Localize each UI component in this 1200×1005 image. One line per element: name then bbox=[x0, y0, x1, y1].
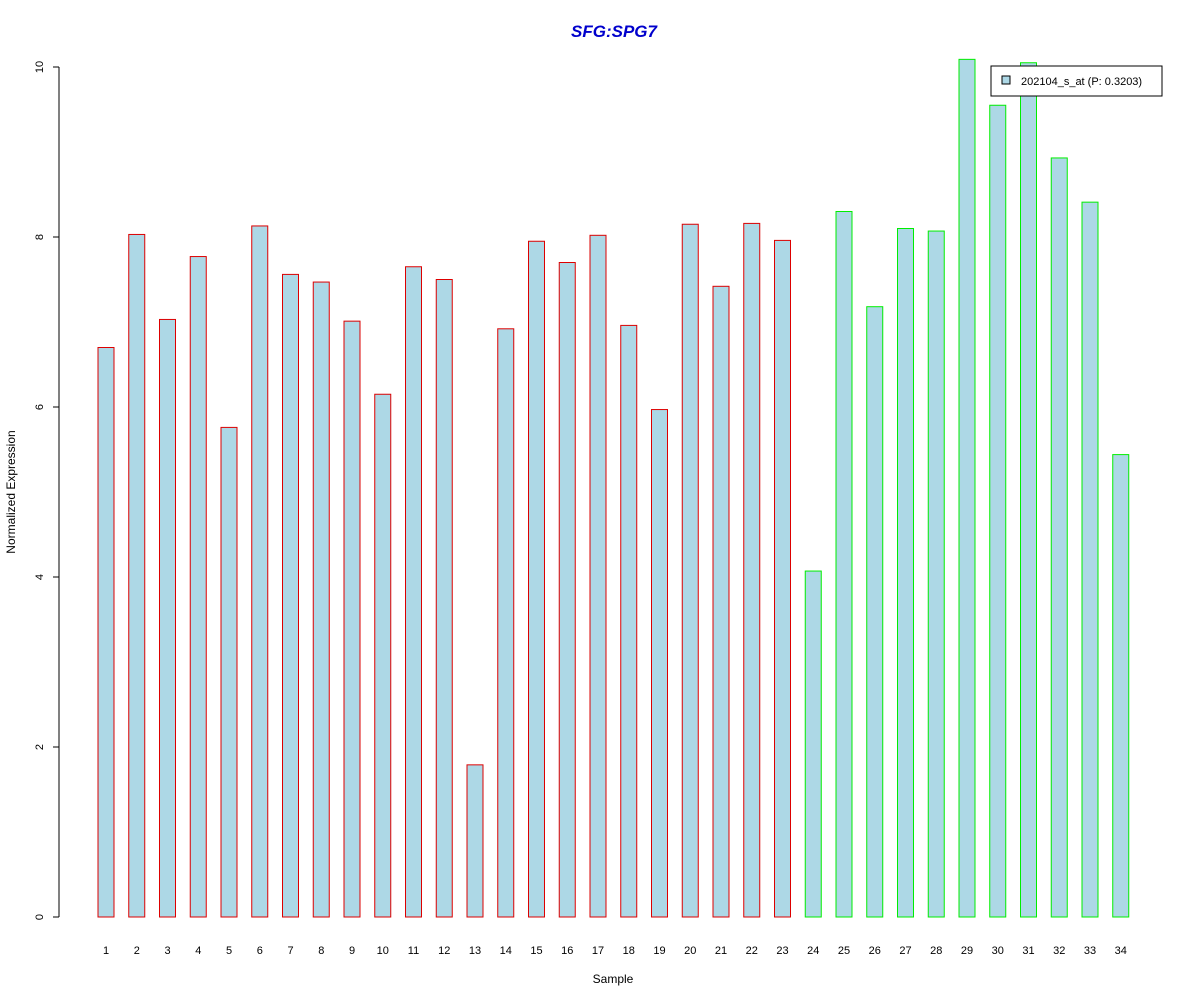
legend-swatch bbox=[1001, 75, 1011, 85]
bar-sample-19 bbox=[651, 409, 668, 918]
x-tick-label: 8 bbox=[318, 945, 324, 957]
bar-sample-33 bbox=[1081, 201, 1099, 918]
x-tick-label: 25 bbox=[838, 945, 850, 957]
bar-sample-17 bbox=[589, 234, 607, 918]
bar-sample-16 bbox=[558, 262, 576, 918]
y-tick-label: 2 bbox=[34, 744, 46, 750]
bar-sample-4 bbox=[189, 256, 207, 918]
bar-sample-31 bbox=[1020, 62, 1037, 918]
bar-sample-26 bbox=[866, 306, 884, 918]
x-tick-label: 21 bbox=[715, 945, 727, 957]
bar-sample-12 bbox=[435, 279, 453, 918]
bar-sample-2 bbox=[128, 233, 146, 918]
x-tick-label: 31 bbox=[1022, 945, 1034, 957]
bar-sample-6 bbox=[251, 225, 269, 918]
bar-sample-28 bbox=[927, 230, 945, 918]
legend: 202104_s_at (P: 0.3203) bbox=[990, 65, 1163, 97]
y-tick-label: 10 bbox=[34, 61, 46, 73]
x-tick-label: 28 bbox=[930, 945, 942, 957]
y-axis: 0 2 4 6 8 10 bbox=[34, 61, 60, 920]
x-tick-label: 20 bbox=[684, 945, 696, 957]
x-tick-label: 1 bbox=[103, 945, 109, 957]
x-tick-label: 10 bbox=[377, 945, 389, 957]
bar-sample-29 bbox=[958, 58, 976, 918]
bar-sample-9 bbox=[343, 320, 361, 918]
bar-sample-3 bbox=[159, 318, 176, 918]
bar-sample-20 bbox=[681, 223, 699, 918]
x-tick-label: 34 bbox=[1115, 945, 1127, 957]
x-tick-label: 13 bbox=[469, 945, 481, 957]
x-tick-label: 22 bbox=[746, 945, 758, 957]
x-tick-label: 4 bbox=[195, 945, 201, 957]
x-tick-label: 27 bbox=[899, 945, 911, 957]
x-tick-label: 7 bbox=[287, 945, 293, 957]
x-tick-label: 12 bbox=[438, 945, 450, 957]
y-tick-label: 0 bbox=[34, 914, 46, 920]
x-tick-label: 18 bbox=[623, 945, 635, 957]
x-tick-label: 24 bbox=[807, 945, 819, 957]
x-tick-label: 9 bbox=[349, 945, 355, 957]
bar-sample-7 bbox=[282, 273, 299, 918]
x-tick-label: 33 bbox=[1084, 945, 1096, 957]
y-tick-label: 4 bbox=[34, 574, 46, 580]
bar-sample-34 bbox=[1112, 454, 1130, 918]
x-tick-label: 30 bbox=[992, 945, 1004, 957]
legend-box bbox=[990, 65, 1163, 97]
x-tick-label: 16 bbox=[561, 945, 573, 957]
bar-sample-5 bbox=[220, 426, 238, 918]
bar-sample-32 bbox=[1050, 157, 1068, 918]
y-axis-label: Normalized Expression bbox=[4, 430, 18, 553]
x-tick-label: 19 bbox=[653, 945, 665, 957]
x-axis-label: Sample bbox=[593, 972, 634, 986]
x-tick-label: 11 bbox=[408, 945, 419, 957]
chart-title: SFG:SPG7 bbox=[571, 22, 659, 41]
bar-sample-25 bbox=[835, 211, 853, 918]
bar-sample-21 bbox=[712, 285, 730, 918]
x-tick-labels: 1 2 3 4 5 6 7 8 9 10 11 12 13 14 15 16 17 18 19 20 21 22 23 24 2… bbox=[103, 945, 1127, 957]
bar-sample-22 bbox=[743, 222, 761, 918]
bar-sample-15 bbox=[528, 240, 545, 918]
bar-sample-24 bbox=[804, 570, 822, 918]
x-tick-label: 29 bbox=[961, 945, 973, 957]
x-tick-label: 23 bbox=[776, 945, 788, 957]
bar-sample-10 bbox=[374, 393, 392, 918]
bar-sample-27 bbox=[897, 228, 914, 918]
x-tick-label: 3 bbox=[164, 945, 170, 957]
bar-sample-23 bbox=[774, 239, 791, 918]
bar-sample-14 bbox=[497, 328, 515, 918]
x-tick-label: 14 bbox=[500, 945, 512, 957]
x-tick-label: 15 bbox=[530, 945, 542, 957]
x-tick-label: 5 bbox=[226, 945, 232, 957]
y-tick-label: 6 bbox=[34, 404, 46, 410]
bar-sample-8 bbox=[312, 281, 330, 918]
bars bbox=[97, 58, 1130, 918]
y-tick-label: 8 bbox=[34, 234, 46, 240]
x-tick-label: 32 bbox=[1053, 945, 1065, 957]
x-tick-label: 26 bbox=[869, 945, 881, 957]
legend-series-label: 202104_s_at (P: 0.3203) bbox=[1021, 76, 1142, 88]
x-tick-label: 2 bbox=[134, 945, 140, 957]
bar-sample-18 bbox=[620, 324, 638, 918]
bar-sample-13 bbox=[466, 764, 484, 918]
x-tick-label: 6 bbox=[257, 945, 263, 957]
bar-sample-1 bbox=[97, 347, 115, 918]
x-tick-label: 17 bbox=[592, 945, 604, 957]
bar-sample-11 bbox=[405, 266, 422, 918]
bar-sample-30 bbox=[989, 104, 1007, 918]
